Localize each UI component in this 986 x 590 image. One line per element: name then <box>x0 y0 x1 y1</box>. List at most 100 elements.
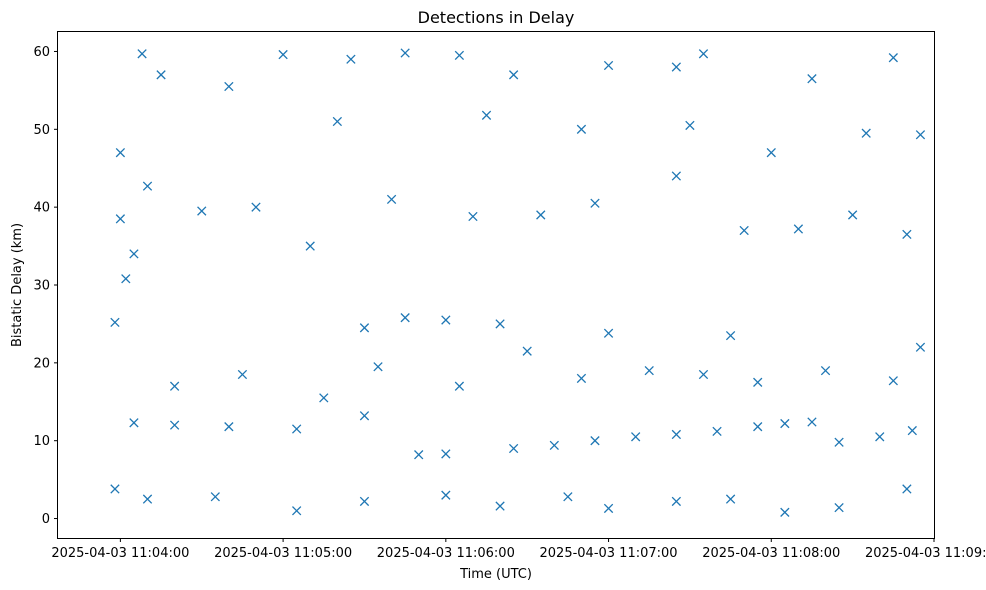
detection-marker <box>847 210 858 220</box>
detection-marker <box>576 124 587 134</box>
y-tick-label: 10 <box>33 434 50 449</box>
detection-marker <box>549 440 559 451</box>
detection-marker <box>631 432 641 442</box>
detection-marker <box>563 492 573 502</box>
detection-marker <box>129 418 139 428</box>
detection-marker <box>685 120 695 131</box>
detection-marker <box>441 449 451 459</box>
detection-marker <box>603 328 614 338</box>
y-tick-label: 0 <box>42 512 50 527</box>
detection-marker <box>888 376 898 386</box>
detection-marker <box>902 484 912 494</box>
y-tick-label: 60 <box>33 45 50 60</box>
detection-marker <box>454 381 465 391</box>
detection-marker <box>251 202 261 212</box>
detection-marker <box>915 342 926 352</box>
detection-marker <box>400 48 410 58</box>
detection-marker <box>907 425 917 436</box>
detection-marker <box>386 194 397 205</box>
x-tick-label: 2025-04-03 11:08:00 <box>702 546 840 561</box>
plot-area-frame <box>57 31 935 539</box>
detection-marker <box>861 128 871 138</box>
detection-marker <box>495 319 505 329</box>
detection-marker <box>129 249 139 259</box>
detection-marker <box>441 490 451 500</box>
y-axis-label: Bistatic Delay (km) <box>10 223 25 347</box>
detection-marker <box>576 373 587 384</box>
detection-marker <box>169 381 180 391</box>
y-tick-label: 20 <box>33 356 50 371</box>
detection-marker <box>644 365 654 376</box>
detection-marker <box>834 437 844 447</box>
detection-marker <box>712 426 722 437</box>
detection-marker <box>902 229 912 240</box>
detection-marker <box>359 323 370 333</box>
y-tick-label: 30 <box>33 279 50 294</box>
detection-marker <box>441 315 451 325</box>
detection-marker <box>536 210 546 220</box>
detection-marker <box>414 450 424 460</box>
detection-marker <box>671 429 682 440</box>
detection-marker <box>793 224 804 234</box>
y-tick-label: 50 <box>33 123 50 138</box>
y-tick-label: 40 <box>33 201 50 216</box>
detection-marker <box>110 317 120 328</box>
detection-marker <box>725 494 736 504</box>
detection-marker <box>671 171 682 181</box>
detection-marker <box>603 60 614 71</box>
x-tick-label: 2025-04-03 11:06:00 <box>377 546 515 561</box>
x-tick-label: 2025-04-03 11:04:00 <box>51 546 189 561</box>
detection-marker <box>137 49 147 59</box>
detection-marker <box>780 418 790 429</box>
detection-marker <box>156 70 166 80</box>
x-tick-label: 2025-04-03 11:05:00 <box>214 546 352 561</box>
detection-marker <box>820 365 831 376</box>
detection-marker <box>807 74 817 84</box>
detection-marker <box>197 206 207 216</box>
detection-marker <box>142 181 153 191</box>
detection-marker <box>292 506 302 516</box>
detection-marker <box>121 274 131 284</box>
detection-marker <box>142 494 153 504</box>
detection-marker <box>698 369 709 380</box>
detection-marker <box>454 50 465 61</box>
detection-marker <box>671 62 682 72</box>
detection-marker <box>210 492 220 502</box>
detection-marker <box>359 411 370 421</box>
detection-marker <box>468 211 478 222</box>
detection-marker <box>115 148 126 158</box>
detection-marker <box>590 436 600 446</box>
detection-marker <box>522 346 532 356</box>
detection-marker <box>915 130 926 140</box>
chart-title: Detections in Delay <box>418 8 575 27</box>
detection-marker <box>590 198 600 208</box>
detection-marker <box>495 501 505 511</box>
detection-marker <box>115 214 126 224</box>
y-axis-ticks: 0 10 20 30 40 50 60 <box>33 45 58 527</box>
detection-marker <box>373 362 383 372</box>
detection-marker <box>346 54 356 64</box>
detection-marker <box>237 369 248 380</box>
detection-marker <box>753 377 763 387</box>
detection-marker <box>834 502 844 513</box>
detection-marker <box>508 443 519 454</box>
x-axis-label: Time (UTC) <box>459 567 532 582</box>
detection-marker <box>671 496 682 507</box>
detection-marker <box>875 432 885 442</box>
detection-marker <box>508 70 519 80</box>
detection-marker <box>888 53 898 63</box>
detection-marker <box>725 330 736 341</box>
detection-marker <box>766 148 776 158</box>
detection-marker <box>224 422 234 432</box>
detection-marker <box>224 81 234 92</box>
detection-marker <box>305 241 315 251</box>
detection-marker <box>753 422 763 432</box>
detection-marker <box>169 420 180 430</box>
detection-marker <box>807 417 817 427</box>
detection-marker <box>481 110 492 120</box>
x-axis-ticks: 2025-04-03 11:04:00 2025-04-03 11:05:00 20… <box>51 538 986 561</box>
detection-marker <box>292 424 302 434</box>
detection-marker <box>319 393 329 403</box>
